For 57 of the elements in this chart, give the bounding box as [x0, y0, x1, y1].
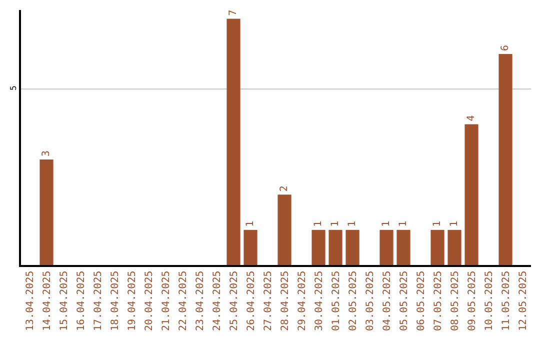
x-tick-label: 16.04.2025	[76, 270, 87, 331]
data-label: 7	[228, 10, 239, 16]
x-tick-label: 25.04.2025	[228, 270, 240, 331]
x-tick-label: 12.05.2025	[518, 270, 529, 331]
data-label: 6	[500, 44, 511, 51]
x-tick-label: 28.04.2025	[280, 270, 291, 331]
x-tick-label: 27.04.2025	[262, 270, 274, 331]
x-tick-label: 05.05.2025	[398, 270, 410, 331]
x-tick-label: 23.04.2025	[194, 270, 206, 331]
bar	[278, 194, 292, 265]
bar	[244, 230, 258, 265]
x-tick-label: 20.04.2025	[144, 270, 155, 331]
data-label: 1	[245, 220, 256, 227]
x-tick-label: 14.04.2025	[42, 270, 53, 331]
data-label: 1	[347, 220, 358, 227]
x-tick-label: 26.04.2025	[246, 270, 257, 331]
data-label: 1	[398, 220, 409, 227]
bar	[448, 230, 462, 265]
data-label: 1	[449, 220, 460, 227]
data-label: 3	[41, 150, 52, 156]
bar	[464, 124, 478, 265]
x-tick-label: 29.04.2025	[296, 270, 308, 331]
x-tick-label: 18.04.2025	[110, 270, 121, 331]
x-tick-label: 21.04.2025	[160, 270, 172, 331]
x-tick-label: 15.04.2025	[58, 270, 70, 331]
bar	[312, 230, 326, 265]
x-tick-label: 22.04.2025	[178, 270, 189, 331]
data-label: 1	[330, 220, 341, 227]
x-tick-label: 11.05.2025	[500, 270, 512, 331]
x-tick-label: 17.04.2025	[92, 270, 104, 331]
x-tick-label: 13.04.2025	[24, 270, 36, 331]
data-label: 2	[279, 186, 290, 192]
x-tick-label: 04.05.2025	[382, 270, 393, 331]
x-tick-label: 19.04.2025	[126, 270, 138, 331]
x-tick-label: 02.05.2025	[348, 270, 359, 331]
x-tick-label: 24.04.2025	[212, 270, 223, 331]
data-label: 1	[381, 220, 392, 227]
x-tick-label: 08.05.2025	[450, 270, 461, 331]
x-tick-label: 03.05.2025	[364, 270, 376, 331]
bar	[498, 54, 512, 265]
data-label: 4	[466, 115, 477, 122]
data-label: 1	[313, 220, 324, 227]
x-tick-label: 30.04.2025	[314, 270, 325, 331]
bar	[40, 159, 54, 265]
x-tick-label: 10.05.2025	[484, 270, 495, 331]
x-tick-label: 06.05.2025	[416, 270, 427, 331]
bar	[226, 18, 240, 265]
bar	[346, 230, 360, 265]
x-tick-label: 01.05.2025	[330, 270, 342, 331]
bar	[396, 230, 410, 265]
bar	[380, 230, 394, 265]
x-tick-label: 09.05.2025	[466, 270, 478, 331]
bar	[328, 230, 342, 265]
data-label: 1	[432, 220, 443, 227]
y-tick-label: 5	[9, 85, 18, 90]
x-tick-label: 07.05.2025	[432, 270, 444, 331]
bar	[430, 230, 444, 265]
